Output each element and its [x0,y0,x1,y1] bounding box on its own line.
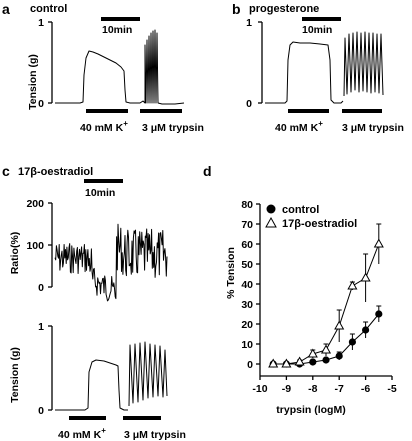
panel-b-letter: b [232,1,241,17]
data-point-control [362,326,370,334]
panel-a-ytick-label-0: 0 [38,98,44,110]
chart-ytick-label: 10 [241,339,253,351]
chart-ylabel: % Tension [225,247,237,299]
panel-b-oscillation-trace [343,31,384,97]
panel-c-ratio-ylabel: Ratio(%) [9,232,21,275]
data-point-oestradiol [307,348,318,358]
panel-b-stim2-label: 3 μM trypsin [342,122,404,134]
data-point-oestradiol [294,356,305,366]
data-point-oestradiol [360,272,371,282]
panel-c-timebar-label: 10min [85,187,115,199]
panel-b-tension-trace [265,41,344,104]
chart-ytick-label: 60 [241,239,253,251]
panel-b: b progesterone 10min 1 0 40 mM K+ 3 μM t… [232,1,404,134]
chart-ytick-label: 70 [241,219,253,231]
panel-c-stim2-label: 3 μM trypsin [124,429,186,441]
data-point-oestradiol [268,358,279,368]
panel-c-title: 17β-oestradiol [18,166,93,178]
panel-c-tension-ticklabel-0: 0 [38,405,44,417]
panel-b-timebar-label: 10min [302,24,332,36]
legend-marker-oestradiol [265,216,277,228]
panel-a-ytick-label-1: 1 [38,17,44,29]
panel-b-stim1-label: 40 mM K+ [275,119,323,134]
data-point-control [322,356,330,364]
data-point-control [335,352,343,360]
data-point-oestradiol [334,320,345,330]
panel-a-timebar-label: 10min [102,24,132,36]
data-point-oestradiol [347,280,358,290]
chart-xtick-label: -5 [387,383,396,395]
legend-label-control: control [282,204,319,216]
data-point-control [375,310,383,318]
legend-label-oestradiol: 17β-oestradiol [282,218,357,230]
data-point-control [348,338,356,346]
panel-c-ratio-ticklabel-200: 200 [26,198,44,210]
chart-xtick-label: -10 [252,383,267,395]
panel-c-ratio-ticklabel-0: 0 [38,282,44,294]
chart-xtick-label: -7 [335,383,344,395]
chart-ytick-label: 50 [241,259,253,271]
panel-a-title: control [30,3,67,15]
panel-c-tension-trace [55,359,128,411]
panel-c-ratio-ticklabel-100: 100 [26,240,44,252]
panel-c-tension-ticklabel-1: 1 [38,321,44,333]
panel-c-stim1-label: 40 mM K+ [58,426,106,441]
panel-c-tension-oscillation [128,341,168,407]
panel-c-ratio-trace [54,223,168,302]
panel-a: a control 10min Tension (g) 1 0 40 mM K+… [2,1,204,134]
panel-b-title: progesterone [249,3,319,15]
chart-xlabel: trypsin (logM) [276,404,345,416]
data-point-control [309,358,317,366]
data-point-oestradiol [281,358,292,368]
chart-ytick-label: 40 [241,279,253,291]
panel-d-chart: d % Tension trypsin (logM) 0 10 20 30 40 50 60… [203,163,397,416]
panel-c: c 17β-oestradiol 10min Ratio(%) 200 100 … [2,163,186,441]
data-point-oestradiol [373,238,384,248]
panel-b-ytick-label-0: 0 [246,98,252,110]
chart-ytick-label: 0 [247,359,253,371]
chart-xtick-label: -9 [282,383,291,395]
panel-b-ytick-label-1: 1 [246,17,252,29]
panel-a-tension-trace [55,29,185,105]
panel-d-letter: d [203,163,212,179]
chart-xtick-label: -8 [308,383,317,395]
panel-c-tension-ylabel: Tension (g) [9,347,21,403]
panel-a-letter: a [2,1,10,17]
legend-marker-control [266,204,276,214]
panel-c-letter: c [2,163,10,179]
panel-a-stim1-label: 40 mM K+ [80,119,128,134]
panel-a-ylabel: Tension (g) [27,54,39,110]
chart-xtick-label: -6 [361,383,370,395]
data-point-oestradiol [320,344,332,354]
panel-a-stim2-label: 3 μM trypsin [142,122,204,134]
chart-ytick-label: 80 [241,199,253,211]
chart-ytick-label: 30 [241,299,253,311]
chart-ytick-label: 20 [241,319,253,331]
